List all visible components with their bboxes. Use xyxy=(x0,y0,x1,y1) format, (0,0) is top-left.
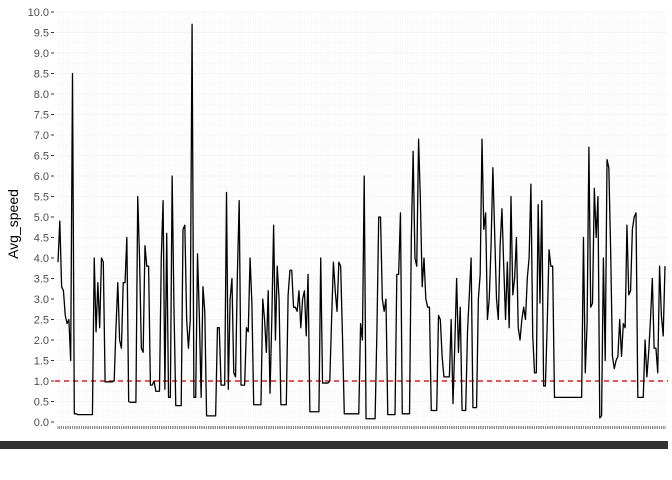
series-group xyxy=(57,23,666,420)
y-tick-label: 6.5 xyxy=(34,151,49,163)
y-tick-label: 0.5 xyxy=(34,397,49,409)
x-tick-label-band-end xyxy=(0,441,12,449)
y-tick-label: 6.0 xyxy=(34,171,49,183)
y-tick-label: 10.0 xyxy=(28,7,49,19)
y-tick-label: 3.5 xyxy=(34,274,49,286)
x-tick-label-band xyxy=(0,441,668,449)
y-tick-label: 5.5 xyxy=(34,192,49,204)
y-tick-label: 7.5 xyxy=(34,110,49,122)
y-tick-label: 2.0 xyxy=(34,335,49,347)
y-axis: 0.0 0.5 1.0 1.5 2.0 2.5 3.0 3.5 4.0 4.5 5.0 5.5 6.0 6… xyxy=(28,7,54,429)
y-tick-label: 9.0 xyxy=(34,48,49,60)
y-tick-label: 5.0 xyxy=(34,212,49,224)
y-tick-label: 3.0 xyxy=(34,294,49,306)
y-tick-label: 8.5 xyxy=(34,69,49,81)
y-tick-label: 1.0 xyxy=(34,376,49,388)
y-tick-label: 8.0 xyxy=(34,89,49,101)
y-tick-label: 4.5 xyxy=(34,233,49,245)
y-tick-label: 0.0 xyxy=(34,417,49,429)
y-tick-label: 4.0 xyxy=(34,253,49,265)
y-tick-label: 9.5 xyxy=(34,28,49,40)
y-axis-title: Avg_speed xyxy=(5,189,21,259)
y-tick-label: 7.0 xyxy=(34,130,49,142)
y-tick-label: 1.5 xyxy=(34,356,49,368)
y-tick-label: 2.5 xyxy=(34,315,49,327)
series-line xyxy=(57,23,666,420)
grid xyxy=(55,11,668,423)
x-axis xyxy=(0,426,668,449)
